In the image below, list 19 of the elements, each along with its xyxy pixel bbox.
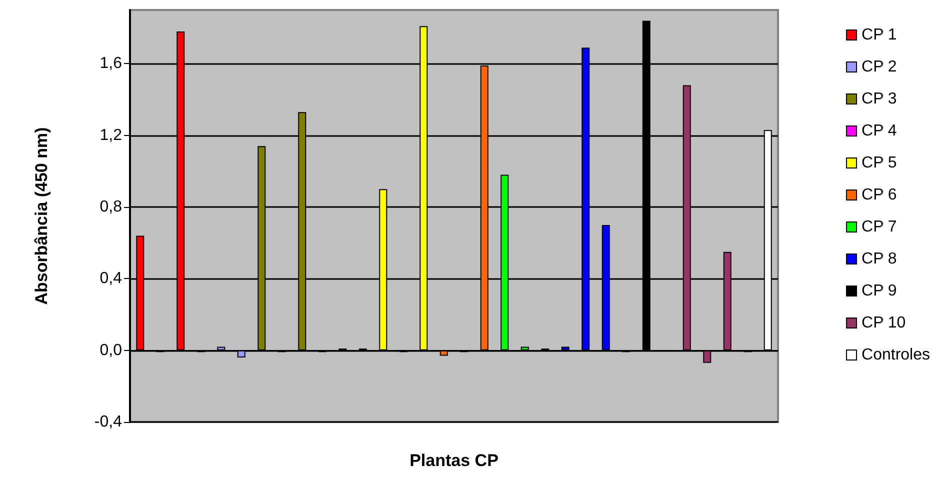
legend-label: CP 1 <box>862 26 897 44</box>
legend-label: CP 9 <box>862 282 897 300</box>
y-tick-label: 0,0 <box>100 342 122 359</box>
legend-label: CP 3 <box>862 90 897 108</box>
y-tick-label: 1,2 <box>100 126 122 144</box>
legend-label: CP 6 <box>862 186 897 204</box>
legend-label: Controles <box>862 346 930 364</box>
legend-label: CP 5 <box>862 154 897 172</box>
legend-label: CP 7 <box>862 218 897 236</box>
x-axis-title: Plantas CP <box>410 451 498 470</box>
y-tick-label: -0,4 <box>94 414 122 430</box>
legend-label: CP 4 <box>862 122 897 140</box>
legend-label: CP 10 <box>862 314 906 332</box>
legend-label: CP 8 <box>862 250 897 268</box>
y-tick-label: 0,8 <box>100 198 122 216</box>
y-axis-title: Absorbância (450 nm) <box>32 127 51 305</box>
y-tick-label: 1,6 <box>100 55 122 72</box>
legend-label: CP 2 <box>862 58 897 76</box>
y-tick-label: 0,4 <box>100 270 122 288</box>
